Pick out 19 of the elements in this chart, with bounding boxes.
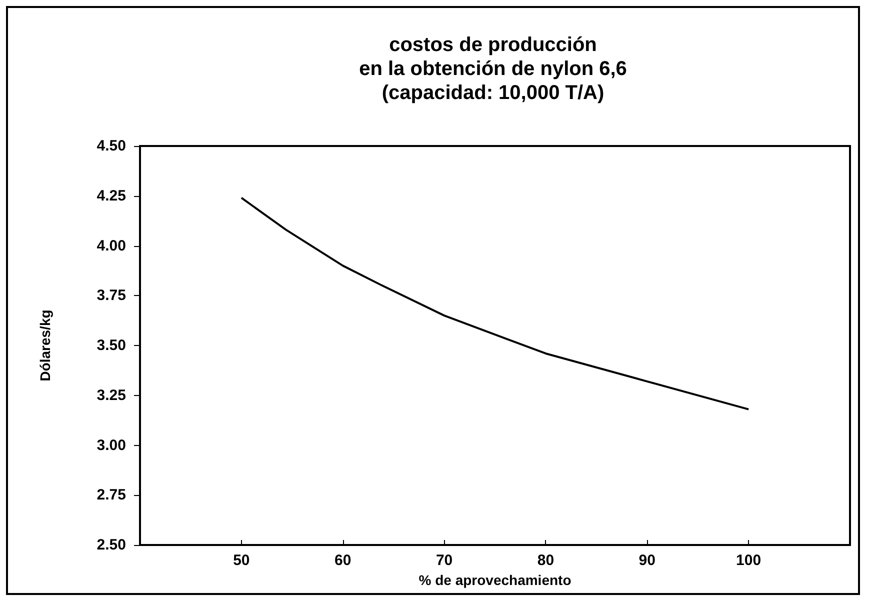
y-tick-label: 4.50 [96, 138, 126, 154]
y-tick-label: 2.75 [96, 486, 126, 504]
y-tick-label: 3.50 [96, 337, 126, 354]
x-tick-label: 80 [537, 552, 554, 569]
chart-title: costos de producción en la obtención de nylon 6,6 (capacidad: 10,000 T/A) [359, 34, 627, 104]
x-tick-label: 70 [436, 552, 453, 569]
y-tick-label: 2.50 [96, 536, 126, 554]
x-tick-label: 60 [334, 552, 352, 569]
y-tick-label: 4.25 [96, 187, 126, 204]
x-tick-label: 100 [736, 552, 762, 569]
y-tick-label: 3.25 [96, 386, 126, 404]
y-tick-label: 4.00 [96, 237, 126, 254]
x-axis-title: % de aprovechamiento [418, 572, 572, 588]
y-tick-label: 3.00 [96, 436, 126, 454]
y-tick-label: 3.75 [96, 287, 126, 304]
line-series [240, 196, 750, 410]
x-tick-label: 90 [638, 552, 656, 569]
y-axis-title: Dólares/kg [37, 310, 53, 382]
x-tick-label: 50 [233, 552, 250, 569]
